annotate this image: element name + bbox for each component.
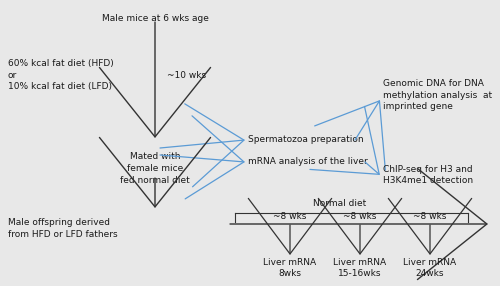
Text: ~8 wks: ~8 wks [414, 212, 446, 221]
Text: Spermatozoa preparation: Spermatozoa preparation [248, 136, 364, 144]
Text: Liver mRNA
8wks: Liver mRNA 8wks [264, 258, 316, 278]
Text: ~8 wks: ~8 wks [344, 212, 376, 221]
Text: ChIP-seq for H3 and
H3K4me1 detection: ChIP-seq for H3 and H3K4me1 detection [383, 165, 473, 185]
Text: ~8 wks: ~8 wks [274, 212, 306, 221]
Text: Liver mRNA
24wks: Liver mRNA 24wks [404, 258, 456, 278]
Text: Liver mRNA
15-16wks: Liver mRNA 15-16wks [334, 258, 386, 278]
Text: Male mice at 6 wks age: Male mice at 6 wks age [102, 14, 208, 23]
Text: Normal diet: Normal diet [314, 199, 366, 208]
Text: ~10 wks: ~10 wks [167, 71, 206, 80]
Text: Male offspring derived
from HFD or LFD fathers: Male offspring derived from HFD or LFD f… [8, 218, 117, 239]
Text: 60% kcal fat diet (HFD)
or
10% kcal fat diet (LFD): 60% kcal fat diet (HFD) or 10% kcal fat … [8, 59, 114, 91]
Text: Mated with
female mice
fed normal diet: Mated with female mice fed normal diet [120, 152, 190, 184]
Text: mRNA analysis of the liver: mRNA analysis of the liver [248, 158, 368, 166]
Text: Genomic DNA for DNA
methylation analysis  at
imprinted gene: Genomic DNA for DNA methylation analysis… [383, 79, 492, 111]
